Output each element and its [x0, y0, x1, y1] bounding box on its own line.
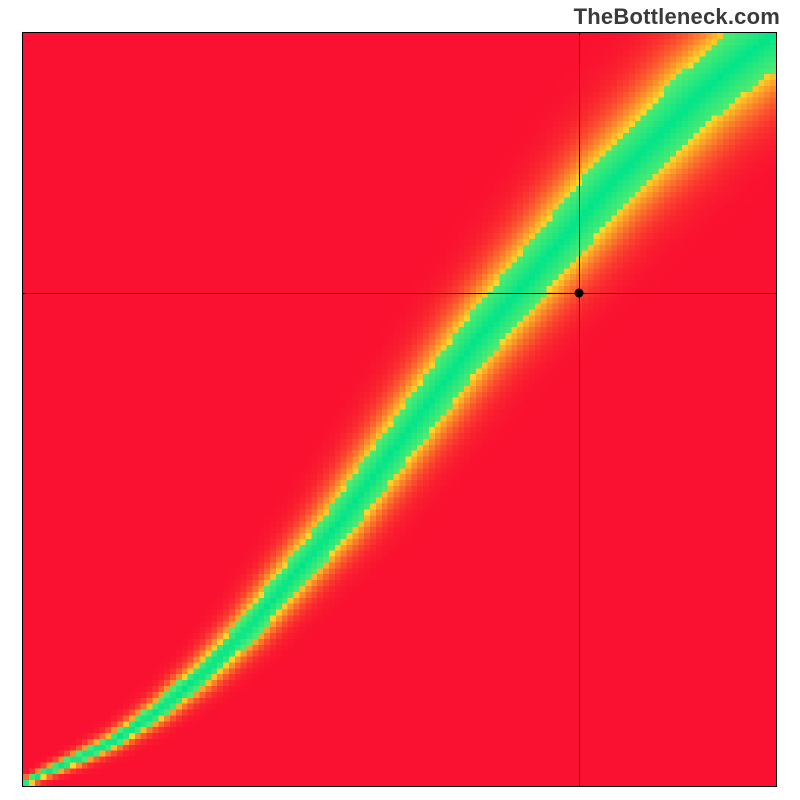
heatmap-plot [22, 32, 777, 787]
crosshair-horizontal [23, 293, 776, 294]
crosshair-marker [574, 289, 583, 298]
heatmap-canvas [23, 33, 776, 786]
watermark-text: TheBottleneck.com [574, 4, 780, 30]
crosshair-vertical [579, 33, 580, 786]
